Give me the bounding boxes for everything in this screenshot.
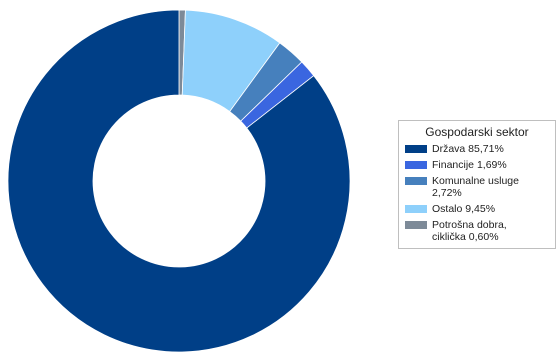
legend-item: Financije 1,69% — [405, 159, 549, 171]
legend-label: Država 85,71% — [432, 143, 504, 155]
legend-label: Komunalne usluge 2,72% — [432, 175, 519, 199]
legend-item: Potrošna dobra, ciklička 0,60% — [405, 219, 549, 243]
legend-swatch — [405, 161, 427, 169]
legend-items: Država 85,71% Financije 1,69% Komunalne us… — [405, 143, 549, 243]
legend-title: Gospodarski sektor — [425, 125, 529, 139]
slice-drzava — [7, 9, 351, 353]
legend: Gospodarski sektor Država 85,71% Financij… — [398, 120, 556, 249]
legend-item: Ostalo 9,45% — [405, 203, 549, 215]
legend-swatch — [405, 221, 427, 229]
legend-swatch — [405, 205, 427, 213]
legend-label: Financije 1,69% — [432, 159, 507, 171]
donut-chart — [7, 9, 351, 353]
legend-swatch — [405, 177, 427, 185]
legend-label: Ostalo 9,45% — [432, 203, 496, 215]
legend-label: Potrošna dobra, ciklička 0,60% — [432, 219, 507, 243]
legend-swatch — [405, 145, 427, 153]
legend-item: Komunalne usluge 2,72% — [405, 175, 549, 199]
legend-item: Država 85,71% — [405, 143, 549, 155]
